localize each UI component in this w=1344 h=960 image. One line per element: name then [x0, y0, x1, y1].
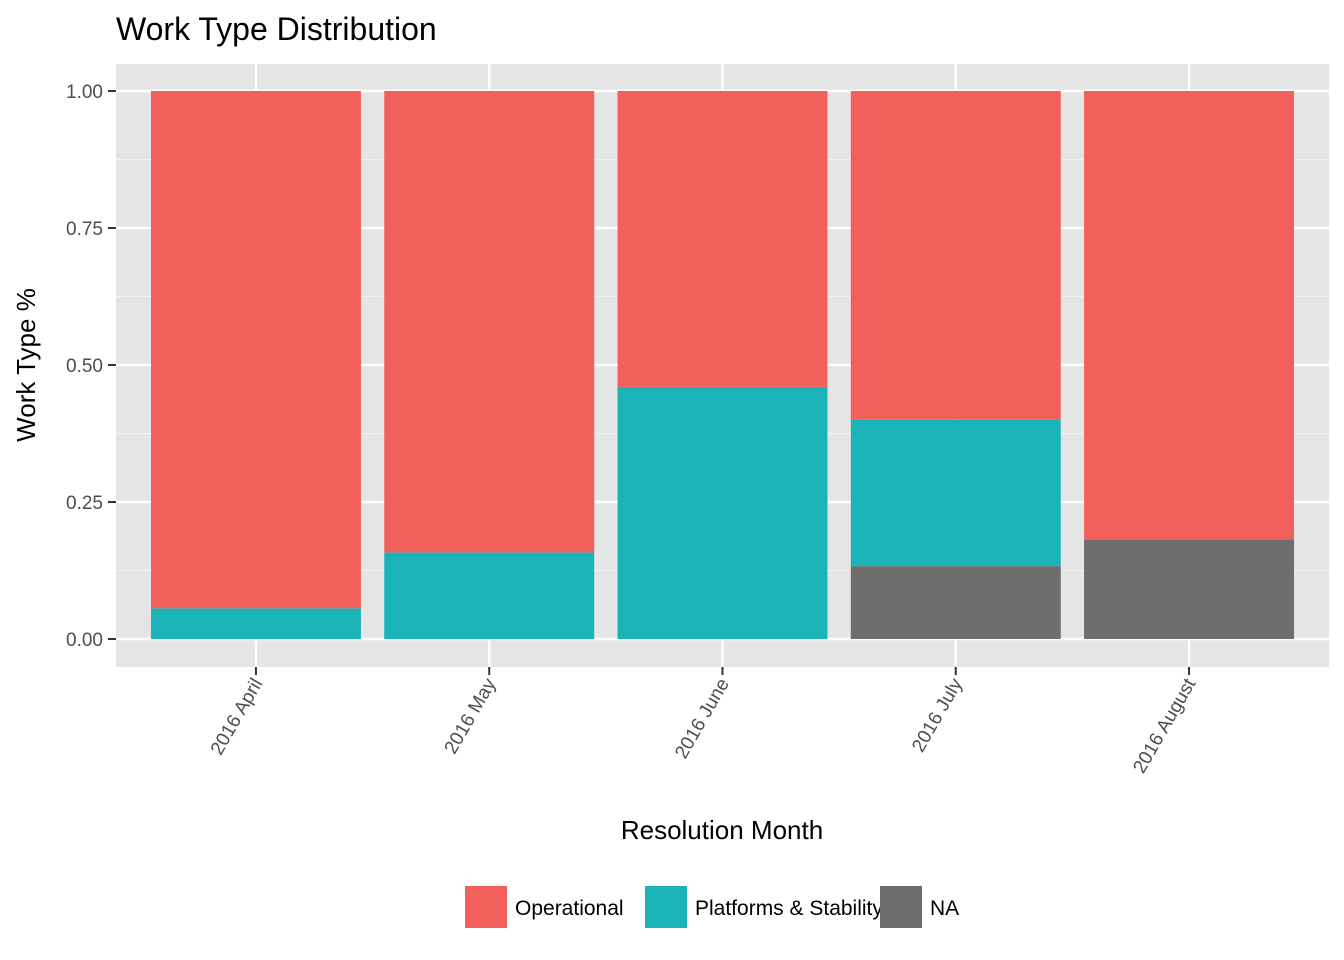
bar-segment — [850, 419, 1061, 567]
y-axis: 0.00 0.25 0.50 0.75 1.00 — [66, 82, 116, 651]
x-tick-label: 2016 April — [207, 675, 267, 759]
bar-segment — [850, 91, 1061, 420]
bar-segment — [617, 91, 828, 387]
bar-segment — [384, 91, 595, 553]
bars — [150, 91, 1295, 639]
y-tick-label: 0.50 — [66, 356, 103, 377]
bar-segment — [850, 566, 1061, 639]
y-tick-label: 1.00 — [66, 82, 103, 103]
bar-segment — [1084, 91, 1295, 540]
x-tick-label: 2016 July — [908, 675, 967, 756]
chart-title: Work Type Distribution — [116, 11, 437, 47]
bar-segment — [617, 386, 828, 639]
y-axis-title: Work Type % — [11, 288, 41, 442]
y-tick-label: 0.00 — [66, 630, 103, 651]
legend-key — [465, 886, 507, 928]
bar-segment — [384, 552, 595, 639]
bar-segment — [150, 608, 361, 639]
x-tick-label: 2016 June — [671, 675, 734, 762]
x-axis: 2016 April 2016 May 2016 June 2016 July 2016… — [207, 667, 1201, 777]
legend-label: Platforms & Stability — [695, 897, 883, 920]
y-tick-label: 0.25 — [66, 493, 103, 514]
bar-segment — [1084, 539, 1295, 639]
legend-label: NA — [930, 897, 959, 920]
legend-key — [880, 886, 922, 928]
x-tick-label: 2016 May — [441, 675, 501, 758]
x-tick-label: 2016 August — [1129, 674, 1200, 777]
legend-label: Operational — [515, 897, 624, 920]
x-axis-title: Resolution Month — [621, 815, 823, 845]
legend-key — [645, 886, 687, 928]
y-tick-label: 0.75 — [66, 219, 103, 240]
bar-segment — [150, 91, 361, 609]
legend: Operational Platforms & Stability NA — [465, 886, 959, 928]
